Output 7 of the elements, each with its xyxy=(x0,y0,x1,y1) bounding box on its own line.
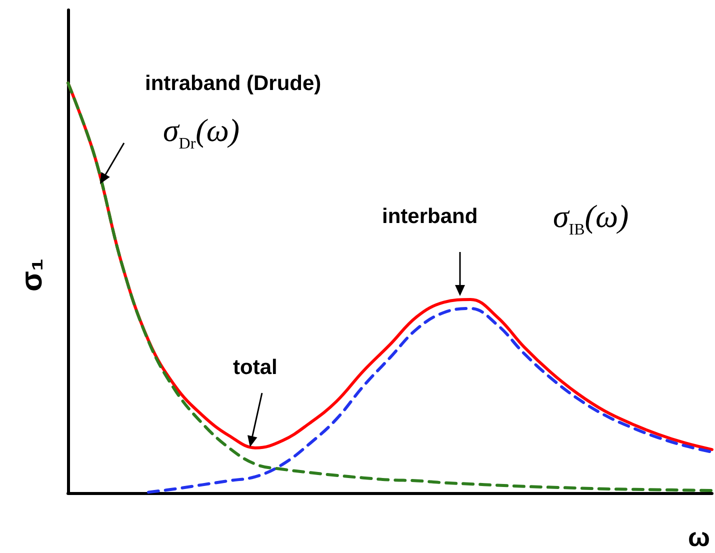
x-axis-title: ω xyxy=(688,522,710,553)
annotation: intraband (Drude) xyxy=(145,72,322,96)
annotation: interband xyxy=(382,205,478,229)
annotation: σ$_{IB}$(ω) xyxy=(553,198,629,240)
y-axis-title: σ₁ xyxy=(15,258,50,292)
annotation: σ$_{Dr}$(ω) xyxy=(163,112,240,154)
annotation: total xyxy=(233,356,278,380)
